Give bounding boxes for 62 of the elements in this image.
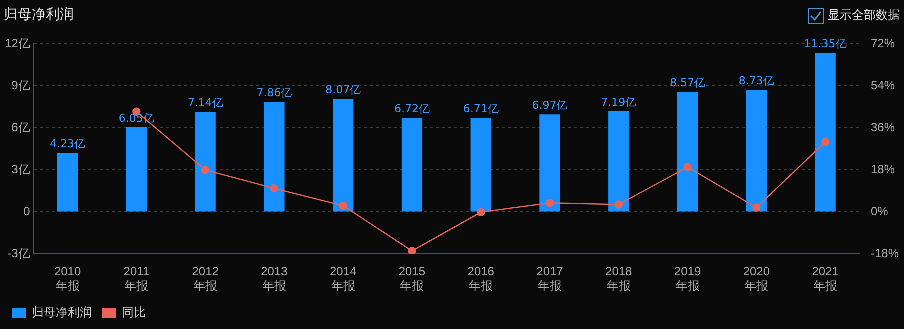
bar	[264, 102, 285, 212]
bar	[402, 118, 423, 212]
point	[684, 163, 692, 172]
chart-title: 归母净利润	[4, 6, 74, 24]
x-tick-label: 2021 年报	[812, 264, 840, 294]
x-tick-label: 2014 年报	[330, 264, 358, 294]
point	[408, 247, 416, 254]
data-label: 7.19亿	[601, 96, 637, 109]
data-label: 7.14亿	[188, 96, 224, 110]
text: 显示全部数据	[828, 7, 900, 24]
bar	[608, 112, 630, 212]
x-tick-label: 2012 年报	[192, 264, 220, 294]
bar	[815, 53, 836, 212]
data-label: 11.35亿	[804, 38, 847, 51]
x-tick-label: 2017 年报	[536, 264, 564, 294]
point	[546, 199, 554, 208]
y-tick-label: 6亿	[12, 120, 30, 135]
point	[752, 204, 761, 212]
data-label: 6.97亿	[532, 98, 568, 112]
point	[821, 138, 830, 146]
bar	[677, 92, 698, 212]
y-tick-label: -3亿	[8, 246, 30, 261]
legend-label: 同比	[122, 305, 146, 320]
y2-tick-label: 18%	[870, 162, 896, 177]
point	[270, 184, 279, 193]
y2-tick-label: 36%	[870, 120, 896, 135]
point	[614, 200, 623, 209]
y-tick-label: 9亿	[12, 78, 30, 93]
data-label: 4.23亿	[50, 137, 86, 150]
legend-label: 归母净利润	[32, 305, 92, 320]
y2-tick-label: -18%	[870, 246, 900, 261]
x-tick-label: 2020 年报	[743, 264, 770, 294]
point	[339, 202, 348, 210]
bar	[57, 152, 78, 212]
x-tick-label: 2016 年报	[468, 264, 495, 294]
bar	[333, 99, 354, 212]
point	[201, 166, 210, 174]
data-label: 7.86亿	[256, 86, 292, 100]
y2-tick-label: 72%	[870, 36, 896, 51]
bar	[470, 118, 492, 212]
data-label: 8.57亿	[670, 76, 706, 90]
data-label: 6.05亿	[118, 112, 154, 125]
data-label: 6.71亿	[463, 102, 499, 116]
point	[477, 208, 486, 217]
x-tick-label: 2018 年报	[606, 264, 633, 294]
x-tick-label: 2015 年报	[398, 264, 426, 294]
bar	[126, 128, 148, 212]
data-label: 6.72亿	[394, 102, 430, 116]
x-tick-label: 2013 年报	[261, 264, 288, 294]
x-tick-label: 2011 年报	[124, 264, 150, 294]
y2-tick-label: 0%	[870, 204, 889, 219]
x-tick-label: 2010 年报	[54, 264, 82, 294]
bar	[195, 112, 216, 212]
bar	[746, 90, 767, 212]
y2-tick-label: 54%	[870, 78, 896, 93]
y-tick-label: 12亿	[4, 36, 30, 51]
data-label: 8.07亿	[326, 84, 362, 97]
bar	[540, 114, 560, 212]
y-tick-label: 3亿	[12, 162, 30, 177]
x-tick-label: 2019 年报	[674, 264, 702, 294]
data-label: 8.73亿	[738, 74, 774, 88]
y-tick-label: 0	[24, 204, 31, 219]
